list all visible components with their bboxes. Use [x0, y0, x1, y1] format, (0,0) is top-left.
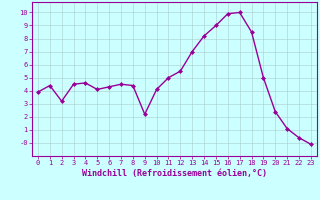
X-axis label: Windchill (Refroidissement éolien,°C): Windchill (Refroidissement éolien,°C) [82, 169, 267, 178]
